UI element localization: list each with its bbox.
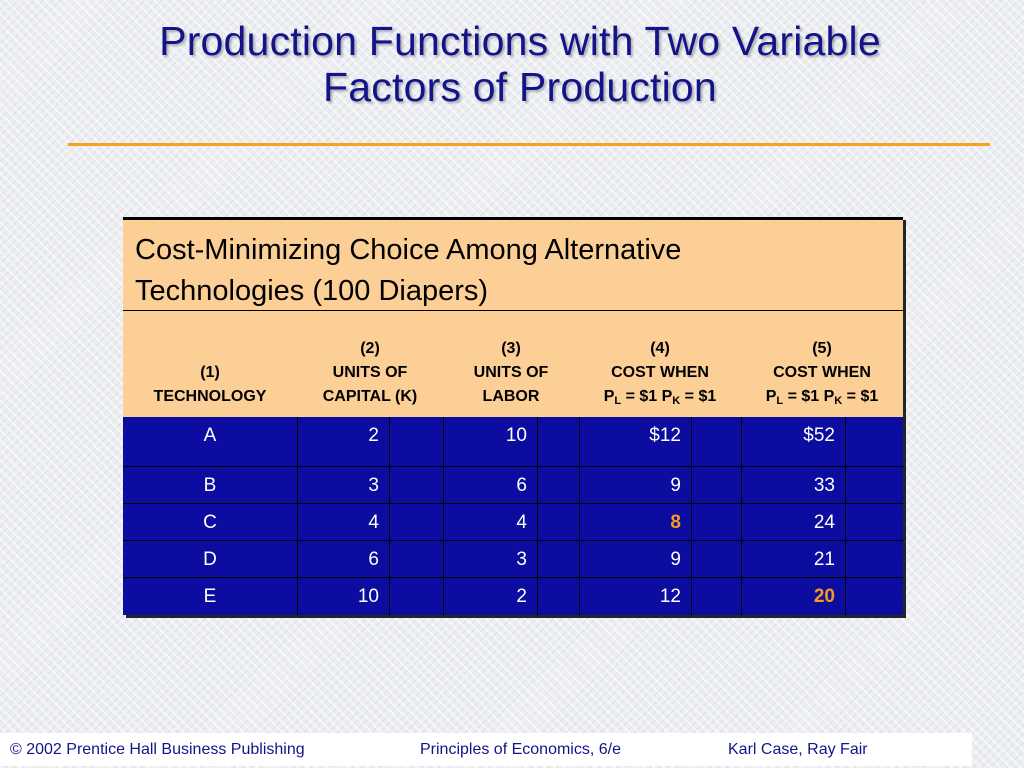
price-capital-subscript: K: [834, 395, 843, 407]
header-cost-5-line-1: COST WHEN: [773, 364, 871, 381]
table-row: B 3 6 9 33: [123, 466, 903, 503]
table-row: E 10 2 12 20: [123, 577, 903, 615]
column-divider: [443, 417, 444, 615]
cost-table: Cost-Minimizing Choice Among Alternative…: [123, 217, 903, 615]
header-cost-4-line-1: COST WHEN: [611, 364, 709, 381]
column-divider: [297, 417, 298, 615]
slide-title-line-2: Factors of Production: [323, 64, 717, 110]
cell-technology: C: [203, 512, 217, 533]
cell-labor: 3: [516, 549, 527, 570]
header-cost-4-prices: PL = $1 PK = $1: [579, 385, 741, 409]
header-capital-line-1: UNITS OF: [332, 364, 408, 381]
cell-labor: 2: [516, 586, 527, 607]
title-divider: [68, 143, 990, 146]
column-divider: [691, 417, 692, 615]
table-row: C 4 4 8 24: [123, 503, 903, 540]
column-divider: [389, 417, 390, 615]
header-capital-num: (2): [360, 340, 380, 357]
column-divider: [579, 417, 580, 615]
header-capital: (2) UNITS OF CAPITAL (K): [297, 337, 443, 409]
price-labor-symbol: P: [603, 388, 615, 405]
cell-capital: 6: [368, 549, 379, 570]
cell-technology: E: [203, 586, 217, 607]
table-header-row: (1) TECHNOLOGY (2) UNITS OF CAPITAL (K) …: [123, 310, 903, 417]
header-cost-5-prices: PL = $1 PK = $1: [741, 385, 903, 409]
cell-cost-5-minimum: 20: [813, 586, 835, 607]
cell-cost-4: 12: [659, 586, 681, 607]
table-body: A 2 10 $12 $52 B 3 6 9 33 C 4 4 8 24 D 6…: [123, 417, 903, 615]
price-capital-value: = $1: [842, 388, 879, 405]
cell-technology: A: [203, 425, 217, 446]
table-row: D 6 3 9 21: [123, 540, 903, 577]
price-capital-value: = $1: [680, 388, 717, 405]
slide-title-line-1: Production Functions with Two Variable: [159, 18, 881, 64]
cell-capital: 3: [368, 475, 379, 496]
cell-labor: 6: [516, 475, 527, 496]
price-labor-value: = $1 P: [621, 388, 673, 405]
slide-footer: © 2002 Prentice Hall Business Publishing…: [0, 733, 972, 766]
cell-cost-4: 9: [670, 475, 681, 496]
cell-cost-5: 21: [813, 549, 835, 570]
table-caption-line-2: Technologies (100 Diapers): [135, 275, 489, 307]
table-caption-line-1: Cost-Minimizing Choice Among Alternative: [135, 234, 682, 266]
price-labor-value: = $1 P: [783, 388, 835, 405]
slide-title: Production Functions with Two Variable F…: [40, 18, 1000, 110]
cell-labor: 4: [516, 512, 527, 533]
cell-technology: D: [203, 549, 217, 570]
header-labor: (3) UNITS OF LABOR: [443, 337, 579, 409]
column-divider: [537, 417, 538, 615]
cell-labor: 10: [505, 425, 527, 446]
header-cost-5-num: (5): [812, 340, 832, 357]
column-divider: [845, 417, 846, 615]
header-capital-line-2: CAPITAL (K): [322, 388, 418, 405]
table-row: A 2 10 $12 $52: [123, 417, 903, 466]
price-labor-symbol: P: [765, 388, 777, 405]
cell-cost-4: 9: [670, 549, 681, 570]
header-cost-4-num: (4): [650, 340, 670, 357]
header-labor-line-1: UNITS OF: [473, 364, 549, 381]
cell-cost-4-minimum: 8: [670, 512, 681, 533]
cell-capital: 4: [368, 512, 379, 533]
header-technology-num: (1): [200, 364, 220, 381]
cell-capital: 10: [357, 586, 379, 607]
footer-authors: Karl Case, Ray Fair: [728, 741, 868, 758]
cell-capital: 2: [368, 425, 379, 446]
cell-cost-5: 24: [813, 512, 835, 533]
header-cost-4: (4) COST WHEN PL = $1 PK = $1: [579, 337, 741, 409]
header-technology-label: TECHNOLOGY: [153, 388, 267, 405]
cell-cost-4: $12: [649, 425, 681, 446]
header-labor-line-2: LABOR: [482, 388, 540, 405]
price-labor-subscript: L: [614, 395, 622, 407]
cell-technology: B: [203, 475, 217, 496]
header-labor-num: (3): [501, 340, 521, 357]
footer-book-title: Principles of Economics, 6/e: [420, 741, 621, 758]
header-cost-5: (5) COST WHEN PL = $1 PK = $1: [741, 337, 903, 409]
column-divider: [741, 417, 742, 615]
price-capital-subscript: K: [672, 395, 681, 407]
table-caption: Cost-Minimizing Choice Among Alternative…: [123, 217, 903, 310]
header-technology: (1) TECHNOLOGY: [123, 361, 297, 409]
cell-cost-5: 33: [813, 475, 835, 496]
price-labor-subscript: L: [776, 395, 784, 407]
footer-copyright: © 2002 Prentice Hall Business Publishing: [10, 741, 305, 758]
cell-cost-5: $52: [803, 425, 835, 446]
